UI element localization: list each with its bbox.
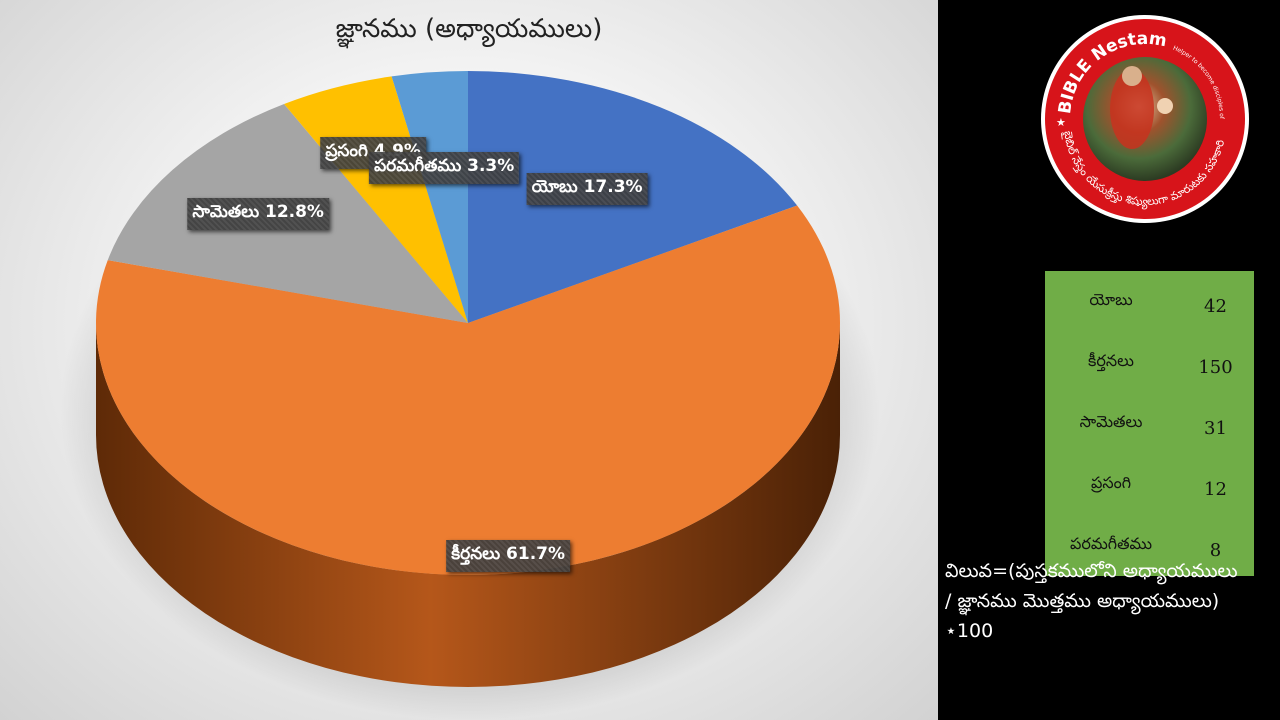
- formula-line-1: విలువ=(పుస్తకములోని అధ్యాయములు: [945, 560, 1238, 582]
- formula-text: విలువ=(పుస్తకములోని అధ్యాయములు / జ్ఞానము…: [945, 556, 1275, 646]
- slice-label-4: పరమగీతము 3.3%: [369, 151, 520, 184]
- table-cell-book: పరమగీతము: [1069, 534, 1153, 553]
- table-row: యోబు 42: [1045, 271, 1254, 332]
- table-cell-book: యోబు: [1089, 290, 1133, 309]
- slice-label-0: యోబు 17.3%: [526, 173, 648, 206]
- chart-panel: జ్ఞానము (అధ్యాయములు) యోబు 17.3% కీర్తనలు …: [0, 0, 938, 720]
- table-cell-chapters: 42: [1204, 295, 1227, 317]
- figure-head-icon: [1122, 66, 1142, 86]
- formula-line-2: / జ్ఞానము మొత్తము అధ్యాయములు): [945, 590, 1220, 612]
- chapter-count-table: యోబు 42 కీర్తనలు 150 సామెతలు 31 ప్రసంగి 12 పరమగీ…: [1045, 271, 1254, 576]
- table-row: కీర్తనలు 150: [1045, 332, 1254, 393]
- bible-nestam-logo: BIBLE Nestam Helper to become disciples …: [1040, 14, 1249, 223]
- table-row: ప్రసంగి 12: [1045, 454, 1254, 515]
- table-cell-chapters: 12: [1204, 478, 1227, 500]
- pie-side-group: [96, 323, 840, 687]
- table-row: పరమగీతము 8: [1045, 515, 1254, 576]
- table-row: సామెతలు 31: [1045, 393, 1254, 454]
- chart-title: జ్ఞానము (అధ్యాయములు): [335, 14, 603, 44]
- formula-line-3: ⋆100: [945, 620, 994, 642]
- pie-top-group: [96, 71, 840, 575]
- pie-chart: [60, 71, 880, 720]
- slice-label-1: కీర్తనలు 61.7%: [446, 539, 571, 572]
- slice-label-2: సామెతలు 12.8%: [187, 198, 329, 231]
- table-cell-book: సామెతలు: [1079, 412, 1143, 431]
- child-head-icon: [1157, 98, 1173, 114]
- table-cell-chapters: 31: [1204, 417, 1227, 439]
- table-cell-chapters: 8: [1209, 539, 1222, 561]
- table-cell-book: కీర్తనలు: [1088, 351, 1134, 370]
- table-cell-book: ప్రసంగి: [1090, 473, 1132, 492]
- figure-robe-icon: [1110, 69, 1154, 149]
- pie-side-1: [96, 323, 840, 687]
- pie-slice-1: [96, 205, 840, 575]
- table-cell-chapters: 150: [1198, 356, 1233, 378]
- star-icon: ★: [1056, 116, 1066, 129]
- pie-slice-4: [391, 71, 468, 323]
